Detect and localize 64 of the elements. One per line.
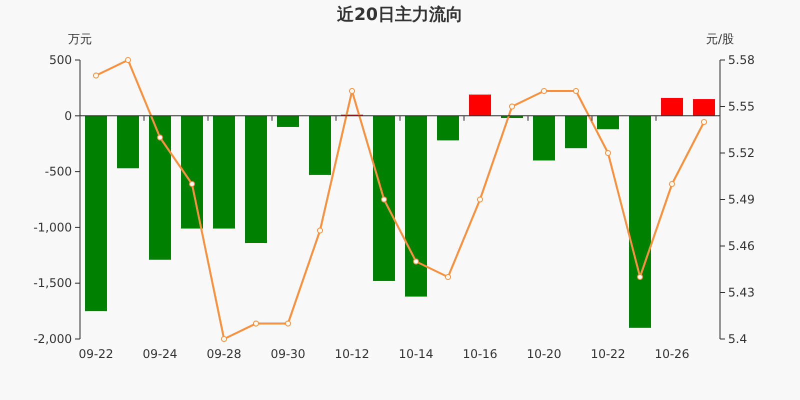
y2-tick-label: 5.46: [728, 239, 755, 253]
bar: [437, 116, 459, 140]
point: [317, 228, 323, 234]
y2-tick-label: 5.43: [728, 286, 755, 300]
point: [93, 72, 99, 78]
point: [413, 258, 419, 264]
point: [637, 274, 643, 280]
y-tick-label: -2,000: [33, 332, 72, 346]
point: [573, 88, 579, 94]
point: [445, 274, 451, 280]
y2-tick-label: 5.49: [728, 192, 755, 206]
point: [221, 336, 227, 342]
bar: [565, 116, 587, 148]
bar: [405, 116, 427, 297]
point: [381, 196, 387, 202]
y-tick-label: -500: [44, 164, 72, 179]
point: [541, 88, 547, 94]
bar: [181, 116, 203, 229]
point: [669, 181, 675, 187]
bar: [213, 116, 235, 229]
bar: [85, 116, 107, 312]
x-tick-label: 09-24: [142, 347, 178, 361]
bar: [693, 99, 715, 116]
point: [189, 181, 195, 187]
point: [605, 150, 611, 156]
bar: [469, 94, 491, 116]
bar: [597, 116, 619, 130]
x-tick-label: 09-28: [206, 347, 242, 361]
bar: [661, 98, 683, 116]
y-tick-label: 500: [49, 53, 72, 67]
bar: [373, 116, 395, 281]
point: [509, 104, 515, 110]
y-tick-label: -1,000: [33, 220, 72, 234]
y2-tick-label: 5.4: [728, 332, 748, 346]
bar: [149, 116, 171, 260]
y2-tick-label: 5.52: [728, 146, 755, 160]
bar: [629, 116, 651, 328]
x-tick-label: 10-14: [398, 347, 434, 361]
bar: [309, 116, 331, 175]
y-tick-label: -1,500: [33, 276, 72, 290]
point: [701, 119, 707, 125]
chart-title: 近20日主力流向: [336, 5, 463, 25]
y2-tick-label: 5.55: [728, 100, 755, 114]
y-axis-title: 万元: [68, 32, 92, 46]
y-tick-label: 0: [64, 108, 72, 123]
bar: [533, 116, 555, 160]
point: [477, 196, 483, 202]
x-tick-label: 10-26: [654, 347, 690, 361]
x-tick-label: 09-22: [78, 347, 114, 361]
x-tick-label: 10-16: [462, 347, 498, 361]
point: [157, 134, 163, 140]
point: [285, 320, 291, 326]
x-tick-label: 10-20: [526, 347, 562, 361]
y2-tick-label: 5.58: [728, 53, 755, 67]
x-tick-label: 10-22: [590, 347, 626, 361]
y2-axis-title: 元/股: [706, 32, 734, 46]
x-tick-label: 10-12: [334, 347, 370, 361]
x-tick-label: 09-30: [270, 347, 306, 361]
bar: [277, 116, 299, 127]
point: [125, 57, 131, 63]
point: [349, 88, 355, 94]
point: [253, 320, 259, 326]
bar: [245, 116, 267, 244]
bar: [117, 116, 139, 168]
